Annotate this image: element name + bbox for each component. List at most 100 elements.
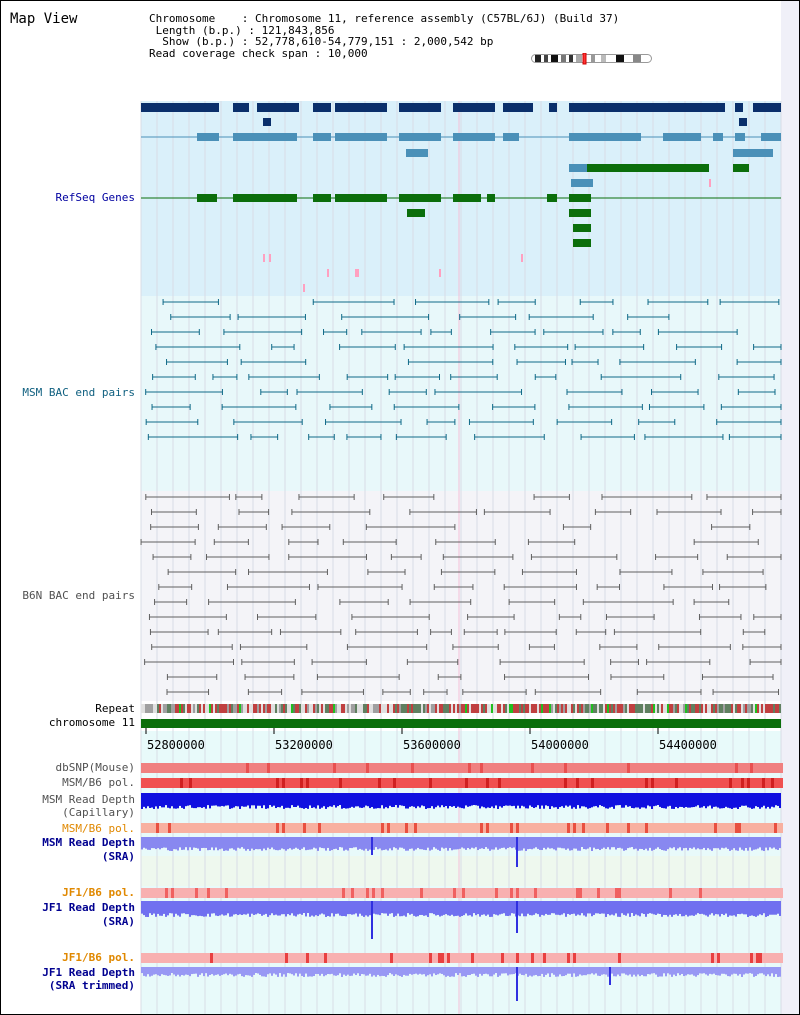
polymorphism-cell [348, 763, 351, 773]
depth-bar [363, 793, 365, 808]
depth-bar [241, 837, 243, 848]
polymorphism-cell [654, 823, 657, 833]
gene-exon[interactable] [487, 194, 495, 202]
gene-exon[interactable] [233, 133, 297, 141]
polymorphism-cell [780, 953, 783, 963]
gene-exon[interactable] [733, 149, 773, 157]
polymorphism-cell [213, 888, 216, 898]
gene-exon[interactable] [713, 133, 723, 141]
gene-exon[interactable] [571, 179, 593, 187]
polymorphism-cell [354, 778, 357, 788]
polymorphism-cell [306, 888, 309, 898]
depth-bar [689, 837, 691, 848]
depth-bar [735, 901, 737, 917]
gene-exon[interactable] [406, 149, 428, 157]
gene-exon[interactable] [399, 133, 441, 141]
gene-exon[interactable] [569, 194, 591, 202]
polymorphism-cell [699, 823, 702, 833]
depth-bar [175, 837, 177, 850]
gene-feature[interactable] [549, 103, 557, 112]
depth-bar [581, 793, 583, 807]
polymorphism-cell [429, 778, 432, 788]
depth-bar [285, 901, 287, 917]
gene-exon[interactable] [453, 194, 481, 202]
gene-exon[interactable] [503, 133, 519, 141]
gene-exon[interactable] [569, 164, 587, 172]
depth-bar [187, 967, 189, 975]
depth-bar [675, 793, 677, 807]
gene-feature[interactable] [453, 103, 495, 112]
gene-feature[interactable] [739, 118, 747, 126]
chromosome-ideogram[interactable] [531, 53, 653, 65]
gene-feature[interactable] [753, 103, 781, 112]
gene-feature[interactable] [569, 103, 725, 112]
depth-bar [365, 837, 367, 849]
gene-feature[interactable] [233, 103, 249, 112]
gene-feature[interactable] [141, 103, 219, 112]
polymorphism-cell [645, 953, 648, 963]
polymorphism-cell [273, 888, 276, 898]
gene-feature[interactable] [313, 103, 331, 112]
gene-exon[interactable] [569, 209, 591, 217]
gene-exon[interactable] [197, 194, 217, 202]
gene-exon[interactable] [335, 133, 387, 141]
gene-exon[interactable] [735, 133, 745, 141]
repeat-block [451, 704, 453, 713]
depth-bar [761, 901, 763, 916]
depth-bar [207, 901, 209, 914]
gene-exon[interactable] [573, 239, 591, 247]
polymorphism-cell [432, 888, 435, 898]
gene-exon[interactable] [547, 194, 557, 202]
gene-feature[interactable] [735, 103, 743, 112]
polymorphism-cell [486, 823, 489, 833]
repeat-block [449, 704, 451, 713]
gene-exon[interactable] [407, 209, 425, 217]
gene-exon[interactable] [587, 164, 709, 172]
polymorphism-cell [624, 763, 627, 773]
polymorphism-cell [579, 823, 582, 833]
polymorphism-cell [474, 823, 477, 833]
depth-bar [645, 967, 647, 977]
polymorphism-cell [729, 823, 732, 833]
gene-exon[interactable] [197, 133, 219, 141]
repeat-block [741, 704, 743, 713]
gene-exon[interactable] [313, 194, 331, 202]
depth-bar [213, 967, 215, 976]
gene-feature[interactable] [263, 118, 271, 126]
polymorphism-cell [636, 953, 639, 963]
repeat-block [495, 704, 497, 713]
depth-bar [509, 837, 511, 848]
depth-bar [777, 967, 779, 977]
gene-exon[interactable] [573, 224, 591, 232]
gene-exon[interactable] [761, 133, 781, 141]
depth-bar [769, 837, 771, 848]
depth-spike [516, 901, 518, 933]
polymorphism-cell [621, 823, 624, 833]
depth-bar [665, 901, 667, 915]
gene-exon[interactable] [453, 133, 495, 141]
depth-bar [377, 793, 379, 809]
polymorphism-cell [264, 763, 267, 773]
gene-exon[interactable] [399, 194, 441, 202]
polymorphism-cell [630, 953, 633, 963]
gene-exon[interactable] [733, 164, 749, 172]
gene-feature[interactable] [257, 103, 299, 112]
polymorphism-cell [672, 888, 675, 898]
gene-exon[interactable] [569, 133, 641, 141]
gene-exon[interactable] [663, 133, 701, 141]
gene-feature[interactable] [335, 103, 387, 112]
repeat-block [151, 704, 153, 713]
gene-feature[interactable] [503, 103, 533, 112]
depth-bar [185, 901, 187, 915]
gene-exon[interactable] [335, 194, 387, 202]
gene-exon[interactable] [233, 194, 297, 202]
polymorphism-cell [660, 763, 663, 773]
depth-bar [425, 901, 427, 916]
gene-exon[interactable] [313, 133, 331, 141]
gene-feature[interactable] [399, 103, 441, 112]
repeat-block [583, 704, 585, 713]
polymorphism-cell [774, 823, 777, 833]
depth-bar [297, 901, 299, 915]
depth-bar [347, 967, 349, 975]
